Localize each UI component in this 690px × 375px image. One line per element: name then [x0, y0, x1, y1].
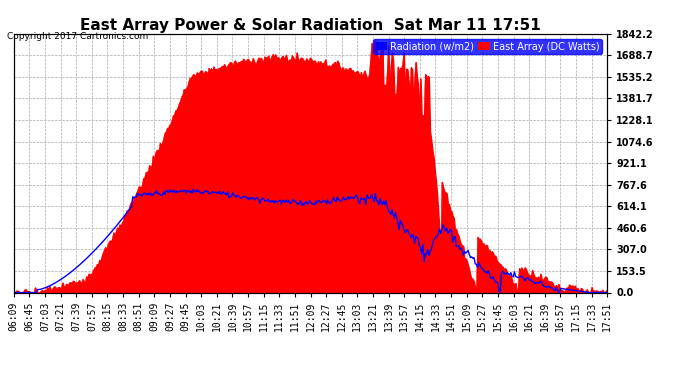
- Title: East Array Power & Solar Radiation  Sat Mar 11 17:51: East Array Power & Solar Radiation Sat M…: [80, 18, 541, 33]
- Legend: Radiation (w/m2), East Array (DC Watts): Radiation (w/m2), East Array (DC Watts): [373, 39, 602, 54]
- Text: Copyright 2017 Cartronics.com: Copyright 2017 Cartronics.com: [7, 32, 148, 41]
